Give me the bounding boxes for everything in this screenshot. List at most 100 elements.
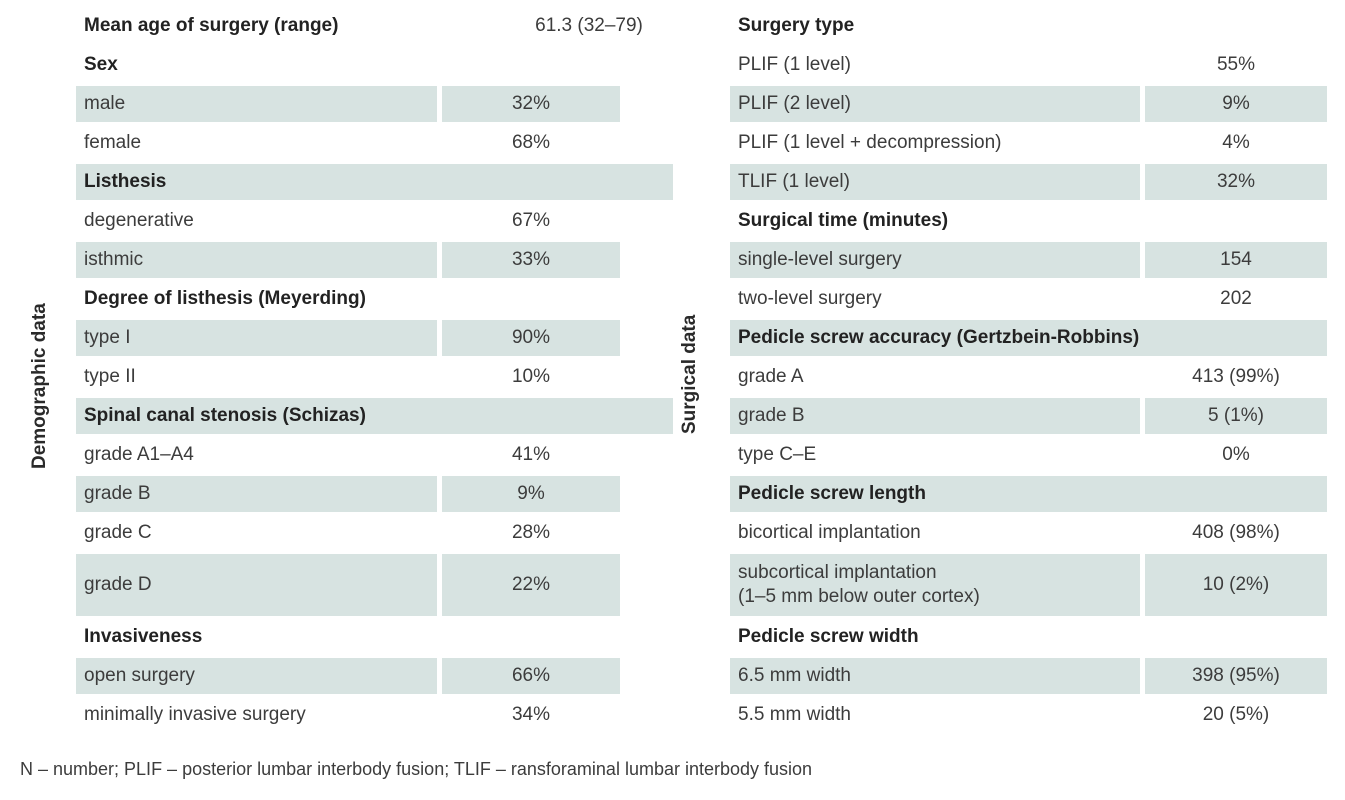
table-row: single-level surgery 154 (730, 242, 1332, 278)
table-heading-row: Pedicle screw length (730, 476, 1332, 512)
table-row: open surgery 66% (76, 658, 678, 694)
row-value: 10% (511, 366, 551, 387)
row-value: 32% (442, 86, 620, 122)
row-value: 9% (442, 476, 620, 512)
table-row: minimally invasive surgery 34% (76, 697, 678, 733)
table-row: PLIF (2 level) 9% (730, 86, 1332, 122)
row-label: grade A (738, 366, 804, 388)
row-heading-label: Pedicle screw width (738, 626, 919, 648)
row-heading-label: Invasiveness (84, 626, 203, 647)
row-value: 68% (511, 132, 551, 153)
row-value: 67% (511, 210, 551, 231)
row-label: grade D (76, 554, 437, 616)
table-row: TLIF (1 level) 32% (730, 164, 1332, 200)
row-label: grade A1–A4 (84, 444, 194, 465)
table-row: bicortical implantation 408 (98%) (730, 515, 1332, 551)
table-row: degenerative 67% (76, 203, 678, 239)
row-heading-label: Surgical time (minutes) (738, 210, 949, 232)
row-heading-label: Degree of listhesis (Meyerding) (84, 288, 366, 309)
row-value: 55% (1216, 54, 1256, 75)
row-label: type C–E (738, 444, 817, 466)
row-heading-label: Pedicle screw length (730, 476, 1327, 512)
row-label: minimally invasive surgery (84, 704, 306, 725)
row-value: 0% (1222, 444, 1250, 465)
table-row: grade C 28% (76, 515, 678, 551)
row-label: male (76, 86, 437, 122)
surgical-side-label: Surgical data (679, 314, 700, 434)
row-value: 413 (99%) (1192, 366, 1280, 387)
table-row: female 68% (76, 125, 678, 161)
row-label: grade C (84, 522, 152, 543)
row-heading-label: Spinal canal stenosis (Schizas) (76, 398, 673, 434)
row-heading-label: Sex (84, 54, 118, 75)
table-row: 5.5 mm width 20 (5%) (730, 697, 1332, 733)
table-row: isthmic 33% (76, 242, 678, 278)
row-value: 90% (442, 320, 620, 356)
row-label: subcortical implantation (1–5 mm below ou… (730, 554, 1140, 616)
table-heading-row: Sex (76, 47, 678, 83)
table-heading-row: Invasiveness (76, 619, 678, 655)
row-label: PLIF (1 level) (738, 54, 851, 76)
row-label: isthmic (76, 242, 437, 278)
row-value: 34% (511, 704, 551, 725)
table-row: type II 10% (76, 359, 678, 395)
table-row: male 32% (76, 86, 678, 122)
table-heading-row: Pedicle screw accuracy (Gertzbein-Robbin… (730, 320, 1332, 356)
row-value: 22% (442, 554, 620, 616)
row-value: 20 (5%) (1202, 704, 1270, 725)
table-row: type I 90% (76, 320, 678, 356)
row-label: female (84, 132, 142, 153)
table-heading-row: Degree of listhesis (Meyerding) (76, 281, 678, 317)
row-value: 10 (2%) (1145, 554, 1327, 616)
row-value: 408 (98%) (1192, 522, 1280, 543)
row-label: open surgery (76, 658, 437, 694)
table-heading-row: Listhesis (76, 164, 678, 200)
row-label: type I (76, 320, 437, 356)
row-value: 154 (1145, 242, 1327, 278)
footnote: N – number; PLIF – posterior lumbar inte… (20, 759, 813, 779)
table-heading-row: Surgical time (minutes) (730, 203, 1332, 239)
table-row: grade A1–A4 41% (76, 437, 678, 473)
row-label: PLIF (2 level) (730, 86, 1140, 122)
row-label: grade B (730, 398, 1140, 434)
table-row: PLIF (1 level + decompression) 4% (730, 125, 1332, 161)
row-heading-label: Listhesis (76, 164, 673, 200)
row-value: 41% (511, 444, 551, 465)
table-row: PLIF (1 level) 55% (730, 47, 1332, 83)
table-heading-row: Spinal canal stenosis (Schizas) (76, 398, 678, 434)
row-label: type II (84, 366, 136, 387)
row-value: 33% (442, 242, 620, 278)
row-label: 5.5 mm width (738, 704, 851, 726)
row-heading-label: Surgery type (738, 15, 855, 37)
row-label: PLIF (1 level + decompression) (738, 132, 1002, 154)
table-row: type C–E 0% (730, 437, 1332, 473)
table-heading-row: Mean age of surgery (range) 61.3 (32–79) (76, 8, 678, 44)
row-value: 61.3 (32–79) (535, 15, 643, 36)
row-value: 32% (1145, 164, 1327, 200)
row-value: 202 (1220, 288, 1252, 309)
row-label: TLIF (1 level) (730, 164, 1140, 200)
row-value: 5 (1%) (1145, 398, 1327, 434)
demographic-side-label: Demographic data (29, 303, 50, 469)
table-row: 6.5 mm width 398 (95%) (730, 658, 1332, 694)
table-heading-row: Pedicle screw width (730, 619, 1332, 655)
row-heading-label: Pedicle screw accuracy (Gertzbein-Robbin… (730, 320, 1327, 356)
row-heading-label: Mean age of surgery (range) (84, 15, 339, 36)
row-value: 398 (95%) (1145, 658, 1327, 694)
row-label: bicortical implantation (738, 522, 921, 544)
row-label: 6.5 mm width (730, 658, 1140, 694)
row-label: grade B (76, 476, 437, 512)
table-row: grade B 9% (76, 476, 678, 512)
table-heading-row: Surgery type (730, 8, 1332, 44)
table-row: subcortical implantation (1–5 mm below ou… (730, 554, 1332, 616)
table-row: two-level surgery 202 (730, 281, 1332, 317)
row-label: two-level surgery (738, 288, 882, 310)
row-label: single-level surgery (730, 242, 1140, 278)
row-value: 4% (1222, 132, 1250, 153)
row-label: degenerative (84, 210, 194, 231)
surgical-table: Surgery type PLIF (1 level) 55% PLIF (2 lev… (730, 8, 1332, 736)
demographic-table: Mean age of surgery (range) 61.3 (32–79) S… (76, 8, 678, 736)
row-value: 9% (1145, 86, 1327, 122)
table-row: grade D 22% (76, 554, 678, 616)
